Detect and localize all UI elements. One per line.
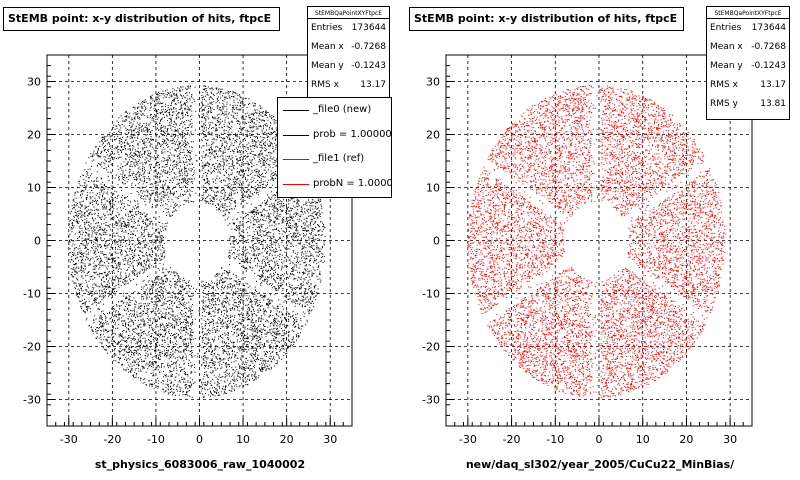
right-scatter-plot: -30 -20 -10 0 10 20 30 -30 -20 -10 0 10 20 30 — [422, 54, 753, 446]
left-y-tick-label: -30 — [23, 394, 41, 407]
right-stats-row-mean-x: Mean x -0.7268 — [710, 42, 786, 52]
right-chart-title: StEMB point: x-y distribution of hits, f… — [409, 7, 684, 31]
left-y-tick-label: 10 — [27, 182, 41, 195]
left-y-tick-label: 0 — [34, 235, 41, 248]
left-y-tick-label: 20 — [27, 129, 41, 142]
right-x-tick-label: 0 — [596, 433, 603, 446]
right-stats-row-rms-x: RMS x 13.17 — [710, 80, 786, 90]
right-y-tick-label: -20 — [422, 341, 440, 354]
legend-entry-file1: _file1 (ref) — [278, 147, 391, 172]
left-x-tick-label: -10 — [147, 433, 165, 446]
right-histogram-pad: -30 -20 -10 0 10 20 30 -30 -20 -10 0 10 20 30 StEMB p… — [400, 0, 800, 480]
legend: _file0 (new) prob = 1.000000 _file1 (ref… — [277, 97, 392, 198]
right-x-tick-label: 30 — [723, 433, 737, 446]
left-stats-row-entries: Entries 173644 — [311, 23, 386, 33]
legend-line-file0 — [283, 110, 309, 111]
right-stats-title: StEMBQaPointXYFtpcE — [707, 7, 789, 19]
right-x-tick-label: -20 — [503, 433, 521, 446]
left-y-tick-label: -10 — [23, 288, 41, 301]
left-stats-box: StEMBQaPointXYFtpcE Entries 173644 Mean x… — [307, 6, 390, 102]
left-x-tick-label: 20 — [280, 433, 294, 446]
left-stats-row-mean-x: Mean x -0.7268 — [311, 42, 386, 52]
right-y-tick-label: -10 — [422, 288, 440, 301]
right-stats-row-rms-y: RMS y 13.81 — [710, 99, 786, 109]
legend-entry-probn: probN = 1.000000 — [278, 172, 391, 197]
legend-entry-file0: _file0 (new) — [278, 98, 391, 123]
left-y-tick-label: 30 — [27, 76, 41, 89]
left-x-axis-title: st_physics_6083006_raw_1040002 — [94, 458, 306, 471]
left-stats-row-rms-x: RMS x 13.17 — [311, 80, 386, 90]
legend-line-prob — [283, 134, 309, 136]
left-x-tick-label: 0 — [196, 433, 203, 446]
legend-entry-prob: prob = 1.000000 — [278, 123, 391, 148]
right-stats-row-entries: Entries 173644 — [710, 23, 786, 33]
right-y-tick-label: 30 — [426, 76, 440, 89]
right-x-tick-label: -10 — [546, 433, 564, 446]
left-x-tick-label: -30 — [60, 433, 78, 446]
left-chart-title: StEMB point: x-y distribution of hits, f… — [3, 7, 280, 31]
right-y-tick-label: -30 — [422, 394, 440, 407]
right-x-tick-label: 20 — [679, 433, 693, 446]
right-y-tick-label: 0 — [433, 235, 440, 248]
right-y-tick-label: 10 — [426, 182, 440, 195]
left-stats-row-mean-y: Mean y -0.1243 — [311, 61, 386, 71]
right-plot-border — [445, 54, 753, 427]
left-y-tick-label: -20 — [23, 341, 41, 354]
right-stats-box: StEMBQaPointXYFtpcE Entries 173644 Mean x… — [706, 6, 790, 120]
legend-line-probn — [283, 183, 309, 185]
right-y-tick-label: 20 — [426, 129, 440, 142]
right-stats-row-mean-y: Mean y -0.1243 — [710, 61, 786, 71]
left-stats-title: StEMBQaPointXYFtpcE — [308, 7, 389, 19]
left-x-tick-label: 10 — [236, 433, 250, 446]
left-plot-border — [46, 54, 353, 427]
left-histogram-pad: -30 -20 -10 0 10 20 30 -30 -20 -10 0 10 20 30 StEMB p… — [3, 6, 392, 471]
left-x-tick-label: 30 — [323, 433, 337, 446]
left-x-tick-label: -20 — [103, 433, 121, 446]
right-x-tick-label: -30 — [459, 433, 477, 446]
right-x-tick-label: 10 — [636, 433, 650, 446]
legend-line-file1 — [283, 159, 309, 160]
right-x-axis-title: new/daq_sl302/year_2005/CuCu22_MinBias/ — [465, 458, 735, 471]
